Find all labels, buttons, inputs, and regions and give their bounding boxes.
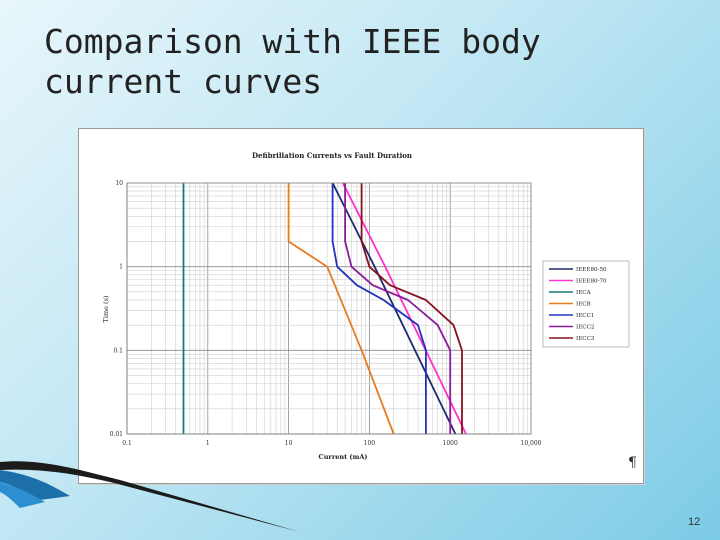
x-tick-label: 1000 <box>443 440 458 447</box>
series-line-iecc2 <box>344 183 452 434</box>
slide-title: Comparison with IEEE body current curves <box>44 22 541 101</box>
legend-label: IECC3 <box>576 336 595 342</box>
legend: IEEE80-50 IEEE80-70 IECA IECB IECC1 IECC2 IECC… <box>542 260 630 348</box>
tick-labels: 0.1 1 10 100 1000 10,000 10 1 0.1 0.01 <box>110 180 542 447</box>
series-lines <box>182 182 467 435</box>
x-tick-label: 1 <box>206 440 210 447</box>
x-tick-label: 0.1 <box>122 440 132 447</box>
y-tick-label: 0.01 <box>110 431 123 438</box>
series-line-iecc1 <box>331 183 427 434</box>
series-line-ieee80-70 <box>342 182 467 435</box>
x-tick-label: 100 <box>364 440 376 447</box>
chart-frame: Defibrillation Currents vs Fault Duratio… <box>78 128 644 484</box>
legend-label: IECC2 <box>576 325 595 331</box>
slide-number: 12 <box>688 516 701 528</box>
y-tick-label: 1 <box>119 264 123 271</box>
y-axis-label: Time (s) <box>102 295 110 322</box>
legend-label: IEEE80-70 <box>576 279 607 285</box>
legend-label: IECB <box>576 302 591 308</box>
series-line-iecb <box>287 183 395 435</box>
y-tick-label: 10 <box>115 180 123 187</box>
legend-label: IECC1 <box>576 313 594 319</box>
legend-label: IECA <box>576 290 592 296</box>
legend-label: IEEE80-50 <box>576 267 607 273</box>
plot-border <box>126 182 532 435</box>
chart-title: Defibrillation Currents vs Fault Duratio… <box>252 151 412 160</box>
y-tick-label: 0.1 <box>113 347 123 354</box>
x-tick-label: 10 <box>285 440 293 447</box>
x-tick-label: 10,000 <box>521 440 542 447</box>
pilcrow-mark: ¶ <box>628 455 637 471</box>
decorative-swoosh <box>0 461 300 532</box>
x-axis-label: Current (mA) <box>319 453 368 461</box>
series-line-iecc3 <box>360 183 463 434</box>
chart-svg: Defibrillation Currents vs Fault Duratio… <box>102 151 630 461</box>
grid <box>126 183 531 435</box>
